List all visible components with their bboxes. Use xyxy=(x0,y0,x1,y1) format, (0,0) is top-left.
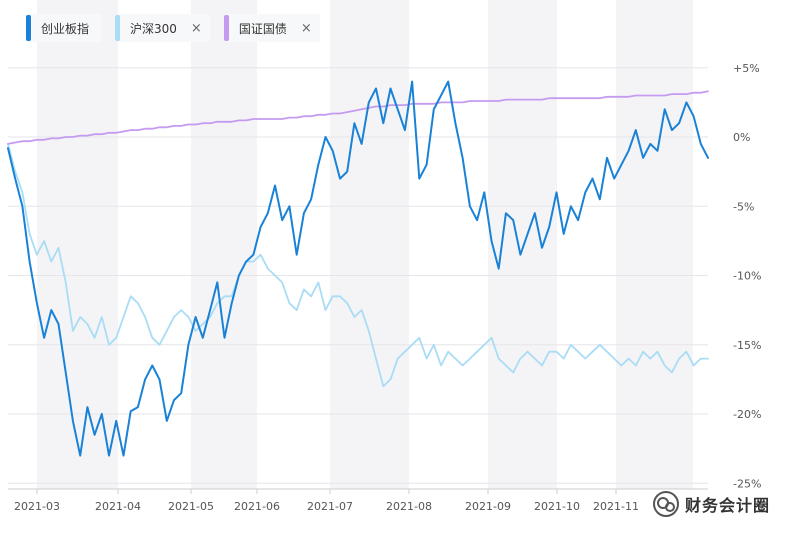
x-tick-label: 2021-06 xyxy=(234,500,280,513)
close-icon[interactable]: × xyxy=(190,20,202,36)
y-tick-label: -20% xyxy=(733,408,761,421)
y-tick-label: -25% xyxy=(733,477,761,490)
watermark-text: 财务会计圈 xyxy=(684,496,770,515)
y-tick-label: -15% xyxy=(733,339,761,352)
wechat-icon xyxy=(652,491,679,517)
x-tick-label: 2021-08 xyxy=(386,500,432,513)
x-tick-label: 2021-11 xyxy=(593,500,639,513)
x-tick-label: 2021-09 xyxy=(465,500,511,513)
month-band xyxy=(191,0,257,489)
month-band xyxy=(37,0,118,489)
legend-item-2[interactable]: 国证国债 × xyxy=(223,14,320,42)
legend-item-0[interactable]: 创业板指 xyxy=(26,14,102,42)
watermark: 财务会计圈 xyxy=(652,491,770,517)
series-line-1 xyxy=(7,142,709,388)
month-band xyxy=(330,0,409,489)
y-tick-label: 0% xyxy=(733,131,750,144)
y-tick-label: -5% xyxy=(733,200,754,213)
x-tick-label: 2021-10 xyxy=(534,500,580,513)
legend-label: 沪深300 xyxy=(130,21,177,36)
legend-swatch xyxy=(115,15,121,41)
x-tick-label: 2021-05 xyxy=(168,500,214,513)
series-line-2 xyxy=(7,90,709,145)
legend: 创业板指 沪深300 × 国证国债 × xyxy=(26,14,320,42)
legend-label: 创业板指 xyxy=(41,21,90,36)
x-tick-label: 2021-07 xyxy=(307,500,353,513)
y-tick-label: +5% xyxy=(733,62,760,75)
legend-label: 国证国债 xyxy=(238,21,287,36)
close-icon[interactable]: × xyxy=(300,20,312,36)
legend-item-1[interactable]: 沪深300 × xyxy=(115,14,210,42)
legend-swatch xyxy=(26,15,31,41)
month-band xyxy=(488,0,557,489)
y-tick-label: -10% xyxy=(733,270,761,283)
x-tick-label: 2021-04 xyxy=(95,500,141,513)
x-tick-label: 2021-03 xyxy=(14,500,60,513)
legend-swatch xyxy=(223,15,229,41)
month-band xyxy=(616,0,693,489)
series-line-0 xyxy=(7,80,709,457)
